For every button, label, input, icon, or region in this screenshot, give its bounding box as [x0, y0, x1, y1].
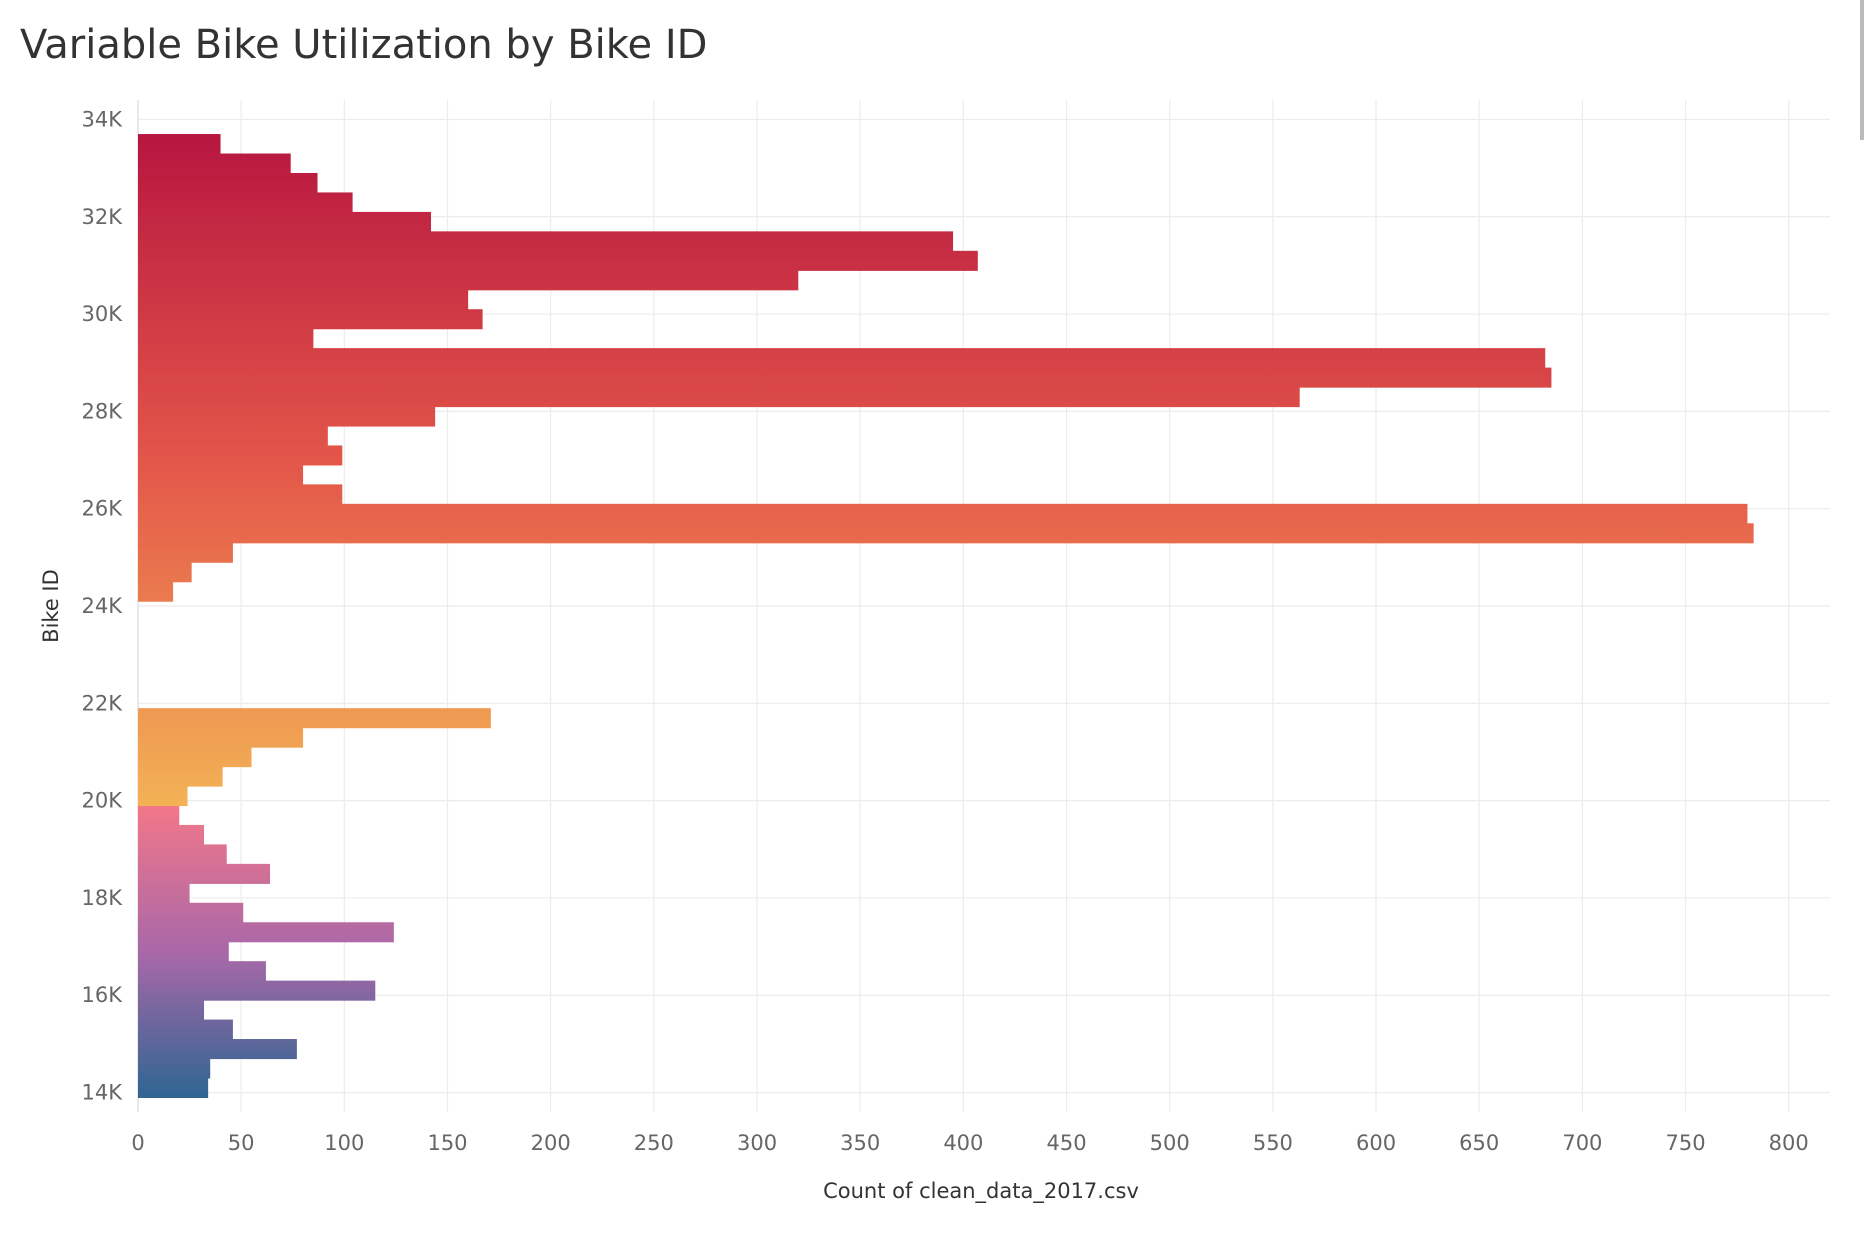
bar[interactable] — [138, 484, 343, 505]
chart-title: Variable Bike Utilization by Bike ID — [20, 22, 708, 68]
bar[interactable] — [138, 387, 1300, 408]
y-tick-label: 18K — [82, 886, 124, 910]
y-tick-label: 28K — [82, 399, 124, 423]
bar[interactable] — [138, 708, 491, 729]
x-tick-label: 100 — [324, 1131, 364, 1155]
bar[interactable] — [138, 425, 328, 447]
y-tick-label: 14K — [82, 1081, 124, 1105]
bar[interactable] — [138, 445, 343, 466]
bar[interactable] — [138, 172, 318, 194]
bar[interactable] — [138, 503, 1748, 524]
scrollbar-edge — [1860, 0, 1864, 140]
x-tick-label: 500 — [1150, 1131, 1190, 1155]
bar[interactable] — [138, 270, 799, 291]
x-tick-label: 50 — [228, 1131, 255, 1155]
y-tick-label: 30K — [82, 302, 124, 326]
bar[interactable] — [138, 805, 180, 826]
bar[interactable] — [138, 980, 376, 1001]
y-tick-label: 32K — [82, 205, 124, 229]
bars — [138, 134, 1754, 1099]
bar[interactable] — [138, 883, 190, 904]
bar[interactable] — [138, 727, 304, 748]
bar[interactable] — [138, 1077, 209, 1099]
bar[interactable] — [138, 1058, 211, 1079]
bar[interactable] — [138, 348, 1546, 369]
y-tick-label: 24K — [82, 594, 124, 618]
bar[interactable] — [138, 192, 353, 213]
bar[interactable] — [138, 153, 291, 174]
bar[interactable] — [138, 1039, 297, 1060]
y-tick-label: 16K — [82, 983, 124, 1007]
x-tick-label: 400 — [943, 1131, 983, 1155]
x-tick-label: 350 — [840, 1131, 880, 1155]
y-tick-label: 34K — [82, 107, 124, 131]
x-tick-label: 0 — [131, 1131, 144, 1155]
x-tick-label: 250 — [634, 1131, 674, 1155]
bar[interactable] — [138, 523, 1754, 544]
bar[interactable] — [138, 328, 314, 349]
bar[interactable] — [138, 1019, 233, 1040]
bar[interactable] — [138, 250, 978, 271]
x-tick-label: 300 — [737, 1131, 777, 1155]
bar[interactable] — [138, 766, 223, 787]
x-tick-label: 150 — [427, 1131, 467, 1155]
x-tick-label: 450 — [1046, 1131, 1086, 1155]
x-tick-label: 700 — [1562, 1131, 1602, 1155]
bar[interactable] — [138, 134, 221, 155]
bar[interactable] — [138, 786, 188, 807]
x-tick-label: 600 — [1356, 1131, 1396, 1155]
y-tick-label: 26K — [82, 497, 124, 521]
y-axis-ticks: 14K 16K 18K 20K 22K 24K 26K 28K 30K 32K 34K — [82, 107, 124, 1104]
bar[interactable] — [138, 824, 205, 846]
x-axis-title: Count of clean_data_2017.csv — [823, 1179, 1139, 1204]
bar[interactable] — [138, 581, 174, 602]
x-tick-label: 200 — [531, 1131, 571, 1155]
x-tick-label: 550 — [1253, 1131, 1293, 1155]
bar[interactable] — [138, 367, 1552, 388]
y-tick-label: 22K — [82, 691, 124, 715]
bar[interactable] — [138, 844, 227, 865]
bar[interactable] — [138, 562, 192, 583]
x-tick-label: 650 — [1459, 1131, 1499, 1155]
bar[interactable] — [138, 211, 432, 232]
bar[interactable] — [138, 863, 271, 884]
y-axis-title: Bike ID — [39, 569, 63, 643]
x-tick-label: 800 — [1769, 1131, 1809, 1155]
bar[interactable] — [138, 941, 229, 962]
bar[interactable] — [138, 231, 954, 252]
bar[interactable] — [138, 747, 252, 768]
bar[interactable] — [138, 289, 469, 310]
bar[interactable] — [138, 922, 394, 943]
bar[interactable] — [138, 902, 244, 923]
bar[interactable] — [138, 542, 233, 563]
bar[interactable] — [138, 1000, 205, 1021]
bar[interactable] — [138, 406, 436, 427]
bar[interactable] — [138, 961, 266, 982]
x-tick-label: 750 — [1666, 1131, 1706, 1155]
x-axis-ticks: 0 50 100 150 200 250 300 350 400 450 500 550 600 650 7… — [131, 1131, 1808, 1155]
y-tick-label: 20K — [82, 789, 124, 813]
bar[interactable] — [138, 309, 483, 330]
bar[interactable] — [138, 464, 304, 485]
